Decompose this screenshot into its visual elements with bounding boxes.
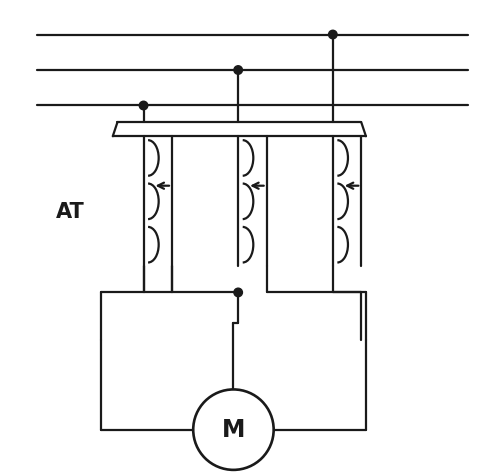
Text: M: M — [222, 417, 245, 442]
Circle shape — [328, 30, 337, 39]
Circle shape — [234, 66, 242, 74]
Text: AT: AT — [56, 202, 84, 222]
Circle shape — [140, 101, 148, 110]
Circle shape — [234, 288, 242, 297]
